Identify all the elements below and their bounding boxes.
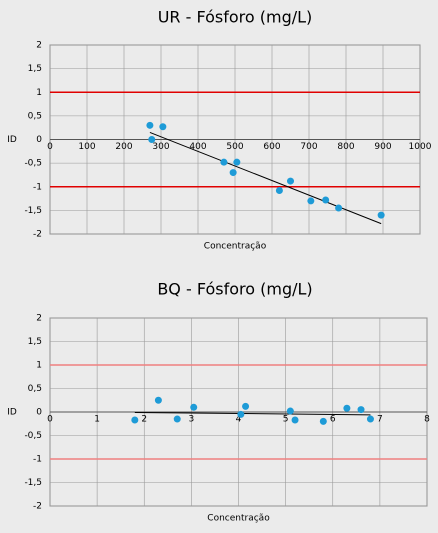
y-tick-label: 0,5 <box>28 384 42 394</box>
x-tick-label: 8 <box>424 415 430 425</box>
data-point <box>237 410 245 418</box>
x-tick-label: 700 <box>300 142 317 152</box>
y-tick-label: -0,5 <box>24 431 42 441</box>
data-point <box>287 177 294 185</box>
data-point <box>131 416 139 424</box>
x-tick-label: 100 <box>78 142 95 152</box>
data-point <box>173 415 181 423</box>
x-tick-label: 300 <box>152 142 169 152</box>
chart-title: UR - Fósforo (mg/L) <box>158 8 313 27</box>
x-tick-label: 0 <box>47 142 53 152</box>
data-point <box>357 406 365 414</box>
x-axis-label: Concentração <box>207 514 270 524</box>
y-tick-label: -2 <box>33 502 42 512</box>
y-axis-label: ID <box>7 135 17 145</box>
y-tick-label: -0,5 <box>24 159 42 169</box>
trendline <box>134 411 371 416</box>
chart-title: BQ - Fósforo (mg/L) <box>157 280 312 299</box>
data-point <box>366 415 374 423</box>
data-point <box>148 136 156 143</box>
y-tick-label: -1 <box>33 455 42 465</box>
y-axis-label: ID <box>7 408 17 418</box>
y-tick-label: -2 <box>33 230 42 240</box>
data-point <box>242 402 250 410</box>
data-point <box>335 204 343 212</box>
data-point <box>220 158 228 166</box>
y-tick-label: 0,5 <box>28 111 42 121</box>
y-tick-label: 1 <box>36 361 42 371</box>
y-tick-label: 0 <box>36 408 42 418</box>
y-tick-label: 1,5 <box>28 64 42 74</box>
trendline <box>149 131 382 225</box>
data-point <box>319 417 327 425</box>
data-point <box>229 169 237 177</box>
y-tick-label: -1 <box>33 182 42 192</box>
data-point <box>275 187 283 195</box>
data-point <box>146 121 154 129</box>
x-tick-label: 200 <box>115 142 132 152</box>
x-axis-label: Concentração <box>204 242 267 252</box>
x-tick-label: 0 <box>47 415 53 425</box>
x-tick-label: 3 <box>189 415 195 425</box>
x-tick-label: 600 <box>263 142 280 152</box>
x-tick-label: 800 <box>337 142 354 152</box>
data-point <box>307 197 315 205</box>
data-point <box>322 196 330 204</box>
x-tick-label: 2 <box>141 415 147 425</box>
x-tick-label: 7 <box>377 415 383 425</box>
y-tick-label: 1,5 <box>28 337 42 347</box>
x-tick-label: 5 <box>283 415 289 425</box>
x-tick-label: 1 <box>94 415 100 425</box>
x-tick-label: 900 <box>374 142 391 152</box>
y-tick-label: 2 <box>36 41 42 51</box>
x-tick-label: 1000 <box>409 142 432 152</box>
data-point <box>286 407 294 415</box>
y-tick-label: -1,5 <box>24 206 42 216</box>
y-tick-label: -1,5 <box>24 478 42 488</box>
x-tick-label: 400 <box>189 142 206 152</box>
data-point <box>291 416 299 424</box>
data-point <box>343 404 351 412</box>
x-tick-label: 4 <box>236 415 242 425</box>
y-tick-label: 1 <box>36 88 42 98</box>
y-tick-label: 2 <box>36 314 42 324</box>
x-tick-label: 6 <box>330 415 336 425</box>
data-point <box>154 396 162 404</box>
y-tick-label: 0 <box>36 135 42 145</box>
data-point <box>233 158 241 166</box>
data-point <box>190 403 198 411</box>
data-point <box>377 211 385 219</box>
x-tick-label: 500 <box>226 142 243 152</box>
data-point <box>159 123 167 131</box>
